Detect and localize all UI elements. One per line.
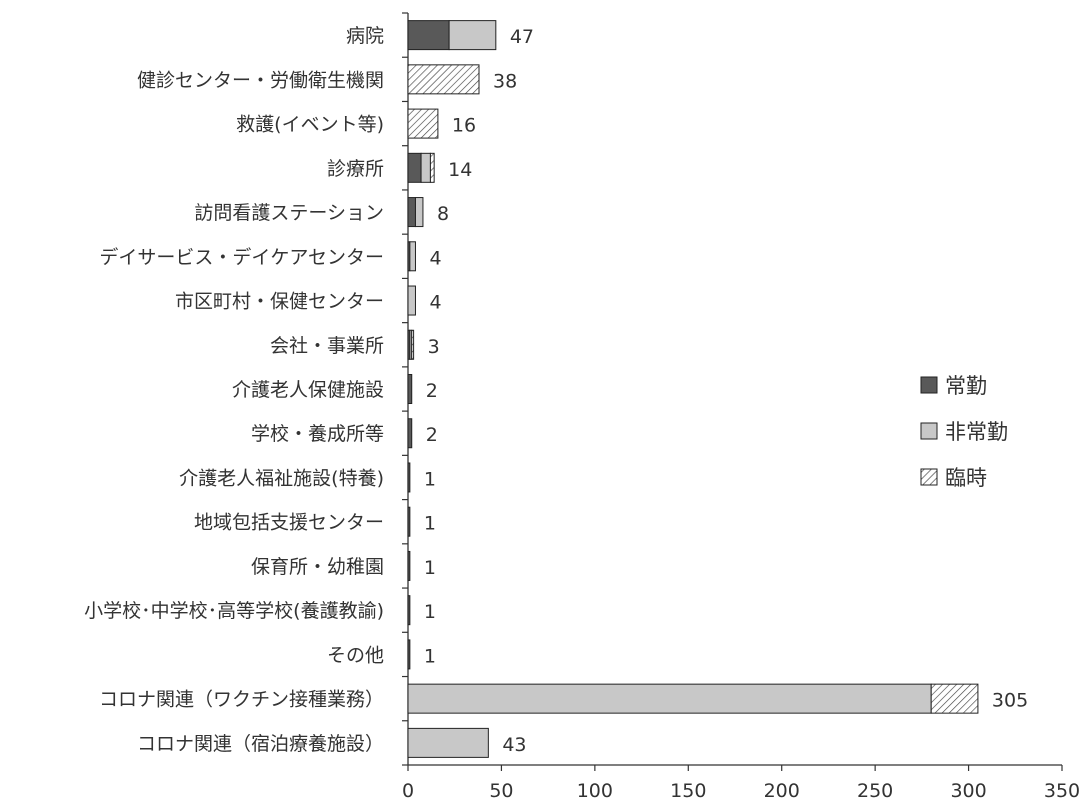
- value-label: 16: [452, 115, 476, 137]
- category-label: 介護老人保健施設: [232, 379, 384, 401]
- category-label: 診療所: [327, 158, 384, 180]
- bar-segment: [407, 639, 411, 670]
- category-label: 会社・事業所: [270, 335, 384, 357]
- category-label: 介護老人福祉施設(特養): [179, 467, 384, 489]
- bar-segment: [407, 462, 411, 493]
- category-label: 保育所・幼稚園: [251, 556, 384, 578]
- x-tick-label: 250: [857, 780, 893, 802]
- category-label: 健診センター・労働衛生機関: [137, 69, 384, 91]
- category-label: 小学校･中学校･高等学校(養護教諭): [84, 600, 384, 622]
- x-tick-label: 50: [489, 780, 513, 802]
- bar-segment: [407, 418, 413, 449]
- bar-segment: [407, 550, 411, 581]
- bar-segment: [407, 285, 416, 316]
- bar-segment: [407, 197, 416, 228]
- value-label: 38: [493, 70, 517, 92]
- legend-label: 臨時: [945, 466, 987, 490]
- x-tick-labels: 0 50 100 150 200 250 300 350: [402, 780, 1080, 802]
- value-label: 3: [428, 336, 440, 358]
- value-label: 305: [992, 690, 1028, 712]
- bar-segment: [407, 20, 450, 51]
- category-label: その他: [327, 644, 384, 666]
- value-label: 1: [424, 601, 436, 623]
- value-label: 14: [448, 159, 472, 181]
- value-label: 8: [437, 203, 449, 225]
- bars: [407, 20, 979, 758]
- bar-segment: [414, 197, 424, 228]
- bar-segment: [411, 329, 415, 360]
- bar-segment: [407, 374, 413, 404]
- category-label: コロナ関連（ワクチン接種業務）: [99, 689, 384, 711]
- x-tick-label: 100: [577, 780, 613, 802]
- bar-segment: [429, 152, 435, 183]
- x-tick-label: 300: [950, 780, 986, 802]
- value-label: 47: [510, 26, 534, 48]
- bar-segment: [420, 152, 431, 183]
- bar-segment: [407, 727, 489, 758]
- value-label: 1: [424, 645, 436, 667]
- bar-segment: [407, 595, 411, 626]
- value-label: 4: [429, 247, 441, 269]
- bar-segment: [407, 152, 422, 183]
- bar-segment: [409, 241, 416, 272]
- legend-swatch: [920, 422, 938, 440]
- bar-segment: [407, 506, 411, 537]
- value-label: 4: [429, 292, 441, 314]
- category-label: コロナ関連（宿泊療養施設）: [137, 733, 384, 755]
- category-label: 市区町村・保健センター: [175, 291, 384, 313]
- value-label: 1: [424, 513, 436, 535]
- category-label: 救護(イベント等): [236, 114, 384, 136]
- legend-label: 非常勤: [945, 420, 1008, 444]
- category-label: 訪問看護ステーション: [194, 202, 384, 224]
- legend-label: 常勤: [945, 374, 987, 398]
- value-label: 2: [426, 424, 438, 446]
- value-label: 2: [426, 380, 438, 402]
- value-label: 1: [424, 557, 436, 579]
- x-tick-label: 0: [402, 780, 414, 802]
- bar-segment: [407, 683, 932, 714]
- bar-segment: [407, 108, 439, 139]
- category-label: 病院: [346, 25, 384, 47]
- x-tick-label: 150: [670, 780, 706, 802]
- x-tick-label: 200: [764, 780, 800, 802]
- legend-swatch: [920, 468, 938, 486]
- category-label: 地域包括支援センター: [194, 512, 384, 534]
- value-label: 43: [502, 734, 526, 756]
- value-label: 1: [424, 468, 436, 490]
- category-label: 学校・養成所等: [251, 423, 384, 445]
- x-tick-label: 350: [1044, 780, 1080, 802]
- legend-swatch: [920, 376, 938, 394]
- bar-segment: [448, 20, 497, 51]
- bar-segment: [930, 683, 979, 714]
- category-label: デイサービス・デイケアセンター: [99, 246, 384, 268]
- bar-segment: [407, 64, 480, 95]
